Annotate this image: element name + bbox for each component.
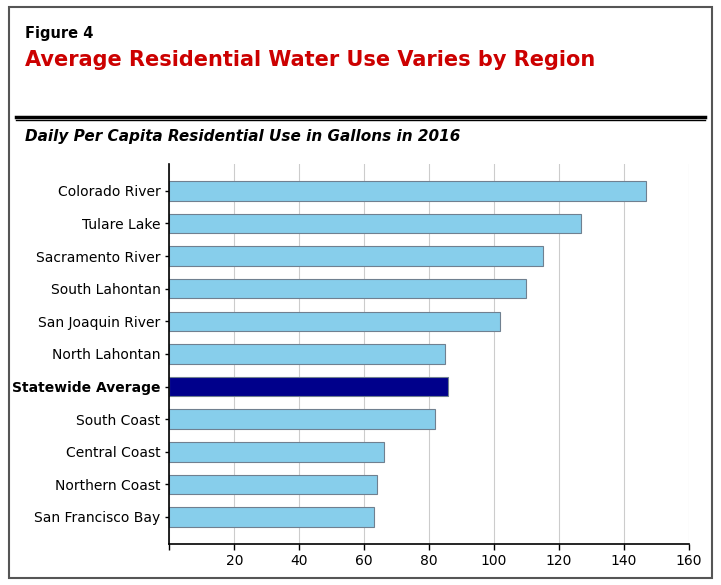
Text: Figure 4: Figure 4 [25,26,94,42]
Bar [169,410,435,429]
Bar [169,344,445,364]
Bar [169,377,448,396]
Bar [169,181,646,201]
Bar [169,474,377,494]
Bar [169,214,581,233]
Bar [169,246,543,266]
Bar [169,279,526,298]
Text: Average Residential Water Use Varies by Region: Average Residential Water Use Varies by … [25,50,596,70]
Bar [169,312,500,331]
Bar [169,442,384,462]
Bar [169,507,373,526]
Text: Daily Per Capita Residential Use in Gallons in 2016: Daily Per Capita Residential Use in Gall… [25,129,461,144]
